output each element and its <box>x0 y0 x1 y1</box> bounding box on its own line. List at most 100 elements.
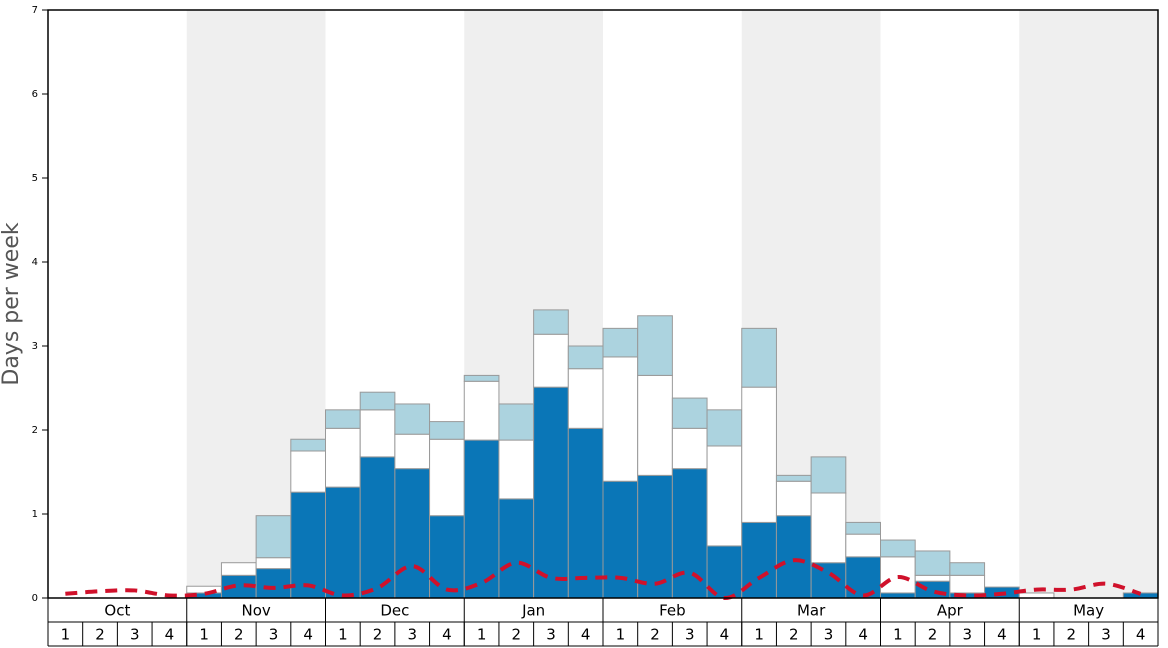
bar-segment <box>567 345 604 370</box>
week-label: 4 <box>720 626 730 644</box>
bar-segment <box>359 409 396 458</box>
bar-segment <box>463 439 500 599</box>
bar-segment <box>637 374 673 476</box>
bar-segment <box>602 480 639 599</box>
week-label: 4 <box>303 626 313 644</box>
bar-segment <box>567 427 604 599</box>
bar-segment <box>949 562 986 576</box>
month-label: Apr <box>937 602 964 620</box>
week-label: 4 <box>997 626 1007 644</box>
week-label: 2 <box>928 626 938 644</box>
bar-segment <box>845 533 881 558</box>
bar-segment <box>637 315 673 376</box>
week-label: 3 <box>269 626 279 644</box>
bar-segment <box>290 491 326 599</box>
bar-segment <box>394 403 431 435</box>
bar-segment <box>290 450 326 493</box>
trend-line <box>65 558 1142 600</box>
bar-segment <box>255 568 292 599</box>
bar-segment <box>359 456 396 599</box>
bar-segment <box>359 391 396 411</box>
bar-segment <box>914 574 951 582</box>
y-tick-label: 5 <box>32 173 38 184</box>
bar-segment <box>325 409 361 429</box>
bar-segment <box>429 438 465 517</box>
week-label: 1 <box>893 626 903 644</box>
week-label: 1 <box>338 626 348 644</box>
week-label: 2 <box>95 626 105 644</box>
bar-segment <box>671 427 708 470</box>
bar-segment <box>463 374 500 382</box>
bar-segment <box>533 386 569 599</box>
week-label: 1 <box>616 626 626 644</box>
week-label: 3 <box>685 626 695 644</box>
week-label: 1 <box>754 626 764 644</box>
bar-segment <box>255 557 292 570</box>
week-label: 3 <box>130 626 140 644</box>
bar-segment <box>880 539 916 558</box>
month-label: Nov <box>241 602 270 620</box>
y-tick-label: 6 <box>32 89 38 100</box>
bar-segment <box>775 480 812 517</box>
week-label: 4 <box>165 626 175 644</box>
week-label: 1 <box>199 626 209 644</box>
bar-segment <box>775 515 812 599</box>
bar-segment <box>775 474 812 482</box>
bar-segment <box>671 397 708 429</box>
week-label: 3 <box>962 626 972 644</box>
bar-segment <box>290 438 326 452</box>
y-tick-label: 2 <box>32 425 38 436</box>
bar-segment <box>325 427 361 488</box>
bar-segment <box>567 368 604 429</box>
bar-segment <box>880 556 916 594</box>
bar-segment <box>637 474 673 599</box>
y-tick-label: 1 <box>32 509 38 520</box>
bar-segment <box>741 386 777 523</box>
bar-segment <box>706 445 743 547</box>
bar-segment <box>880 592 916 599</box>
y-axis-label: Days per week <box>0 222 24 385</box>
week-label: 3 <box>824 626 834 644</box>
week-label: 2 <box>512 626 522 644</box>
week-label: 3 <box>407 626 417 644</box>
bar-segment <box>394 468 431 599</box>
y-tick-label: 0 <box>32 593 38 604</box>
week-label: 1 <box>477 626 487 644</box>
bar-segment <box>498 439 535 500</box>
bar-segment <box>533 333 569 388</box>
bar-segment <box>810 492 847 564</box>
bar-segment <box>429 421 465 440</box>
bar-segment <box>914 550 951 576</box>
month-label: Oct <box>104 602 130 620</box>
bar-segment <box>949 574 986 594</box>
month-band <box>1019 10 1158 598</box>
y-tick-label: 7 <box>32 5 38 16</box>
month-label: Feb <box>659 602 686 620</box>
month-label: Jan <box>521 602 545 620</box>
bar-segment <box>741 327 777 388</box>
week-label: 2 <box>650 626 660 644</box>
week-label: 4 <box>581 626 591 644</box>
week-label: 2 <box>234 626 244 644</box>
month-label: Dec <box>380 602 409 620</box>
week-label: 2 <box>373 626 383 644</box>
bar-segment <box>845 521 881 535</box>
week-label: 1 <box>1032 626 1042 644</box>
week-label: 3 <box>1101 626 1111 644</box>
week-label: 2 <box>1067 626 1077 644</box>
week-label: 4 <box>442 626 452 644</box>
week-label: 4 <box>1136 626 1146 644</box>
bar-segment <box>325 486 361 599</box>
week-label: 2 <box>789 626 799 644</box>
bar-segment <box>394 433 431 470</box>
week-label: 4 <box>858 626 868 644</box>
y-tick-label: 3 <box>32 341 38 352</box>
week-label: 3 <box>546 626 556 644</box>
bar-segment <box>498 498 535 599</box>
bar-segment <box>810 456 847 494</box>
bar-segment <box>463 380 500 441</box>
bar-segment <box>602 356 639 482</box>
bar-segment <box>429 515 465 599</box>
month-label: May <box>1073 602 1104 620</box>
